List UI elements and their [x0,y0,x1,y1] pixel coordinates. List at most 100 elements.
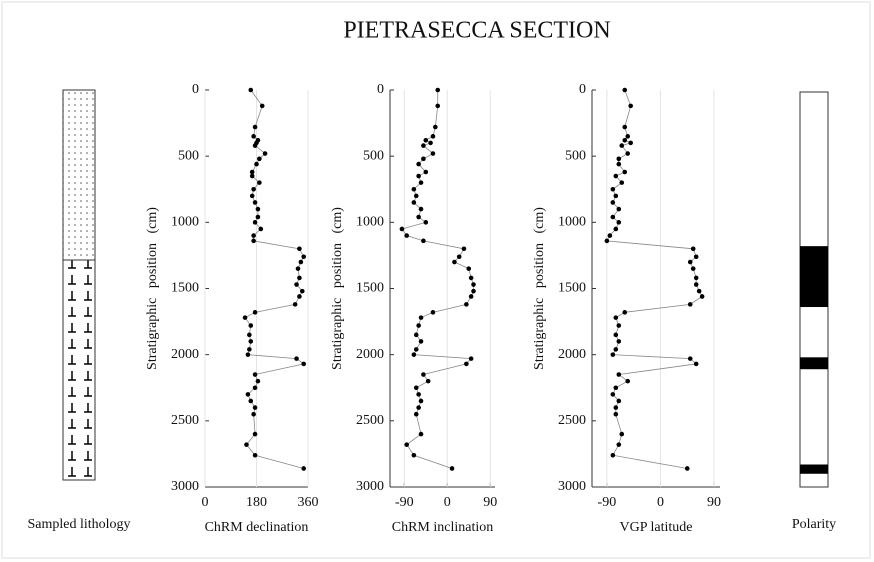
sample-point [699,294,705,299]
sample-point [456,254,462,260]
x-tick-label: -90 [598,495,617,510]
sample-point [610,452,616,458]
y-tick-label: 3000 [356,479,384,494]
sample-point [613,405,619,410]
sample-point [252,405,258,410]
y-tick-label: 2500 [171,413,199,428]
sample-point [413,193,419,199]
sample-point [255,214,261,220]
y-tick-label: 500 [178,148,199,163]
y-tick-label: 1500 [171,281,199,296]
sample-point [249,169,255,175]
sample-point [625,378,631,384]
sample-point [421,238,426,244]
sample-point [259,103,265,109]
sample-point [248,87,254,93]
sample-point [252,310,258,315]
sample-point [416,161,421,167]
sample-point [418,315,424,320]
sample-point [628,103,633,109]
sample-point [247,332,252,338]
y-tick-label: 2000 [171,347,199,362]
x-axis-label: ChRM inclination [392,520,494,535]
sample-point [423,169,429,175]
sample-point [257,180,262,185]
x-axis-label: ChRM declination [205,520,309,535]
y-tick-label: 0 [192,82,199,97]
sample-point [622,87,628,93]
sample-point [301,254,307,260]
sample-point [690,266,696,271]
sample-point [252,124,258,130]
sample-point [298,259,304,265]
normal-polarity [800,246,828,308]
lithology-column [62,89,96,481]
y-tick-label: 0 [377,82,384,97]
sample-point [468,356,474,361]
lithology-sand [62,89,96,261]
y-tick-label: 1000 [558,215,586,230]
sample-point [430,151,436,156]
sample-point [425,378,431,384]
sample-point [292,302,298,307]
sample-point [251,186,256,192]
sample-point [416,173,421,179]
sample-point [610,214,616,220]
y-tick-label: 2500 [356,413,384,428]
sample-point [610,352,616,357]
sample-point [301,466,307,471]
sample-point [404,442,410,447]
sample-point [418,180,424,185]
sample-point [613,411,619,417]
sample-point [622,124,628,130]
sample-point [294,356,299,361]
sample-point [616,442,622,447]
sample-point [693,282,699,287]
lithology-label: Sampled lithology [27,517,130,532]
profile-line [401,90,474,469]
sample-point [607,233,613,238]
sample-point [619,431,625,437]
sample-point [411,186,417,192]
sample-point [257,156,262,162]
sample-point [433,124,438,130]
sample-point [251,238,256,244]
sample-point [413,411,419,417]
sample-point [248,323,254,328]
x-tick-label: -90 [395,495,414,510]
sample-point [404,233,410,238]
sample-point [418,431,424,437]
x-tick-label: 0 [444,495,451,510]
sample-point [258,226,264,232]
sample-point [421,156,426,162]
y-tick-label: 1500 [356,281,384,296]
sample-point [418,398,424,404]
sample-point [616,323,622,328]
sample-point [613,173,619,179]
sample-point [418,206,424,212]
y-tick-label: 3000 [558,479,586,494]
sample-point [245,392,251,397]
sample-point [248,398,254,404]
sample-point [616,398,622,404]
normal-polarity [800,464,828,474]
sample-point [399,226,405,232]
y-tick-label: 2000 [356,347,384,362]
sample-point [622,310,628,315]
sample-point [690,246,696,252]
x-tick-label: 0 [202,495,209,510]
sample-point [468,275,474,281]
sample-point [421,143,426,148]
sample-point [466,266,472,271]
sample-point [294,282,299,287]
y-tick-label: 2500 [558,413,586,428]
x-tick-label: 90 [483,495,497,510]
x-tick-label: 0 [657,495,664,510]
sample-point [242,315,248,320]
sample-point [244,442,249,447]
sample-point [430,134,436,139]
sample-point [613,332,619,338]
sample-point [693,275,699,281]
x-tick-label: 360 [298,495,319,510]
